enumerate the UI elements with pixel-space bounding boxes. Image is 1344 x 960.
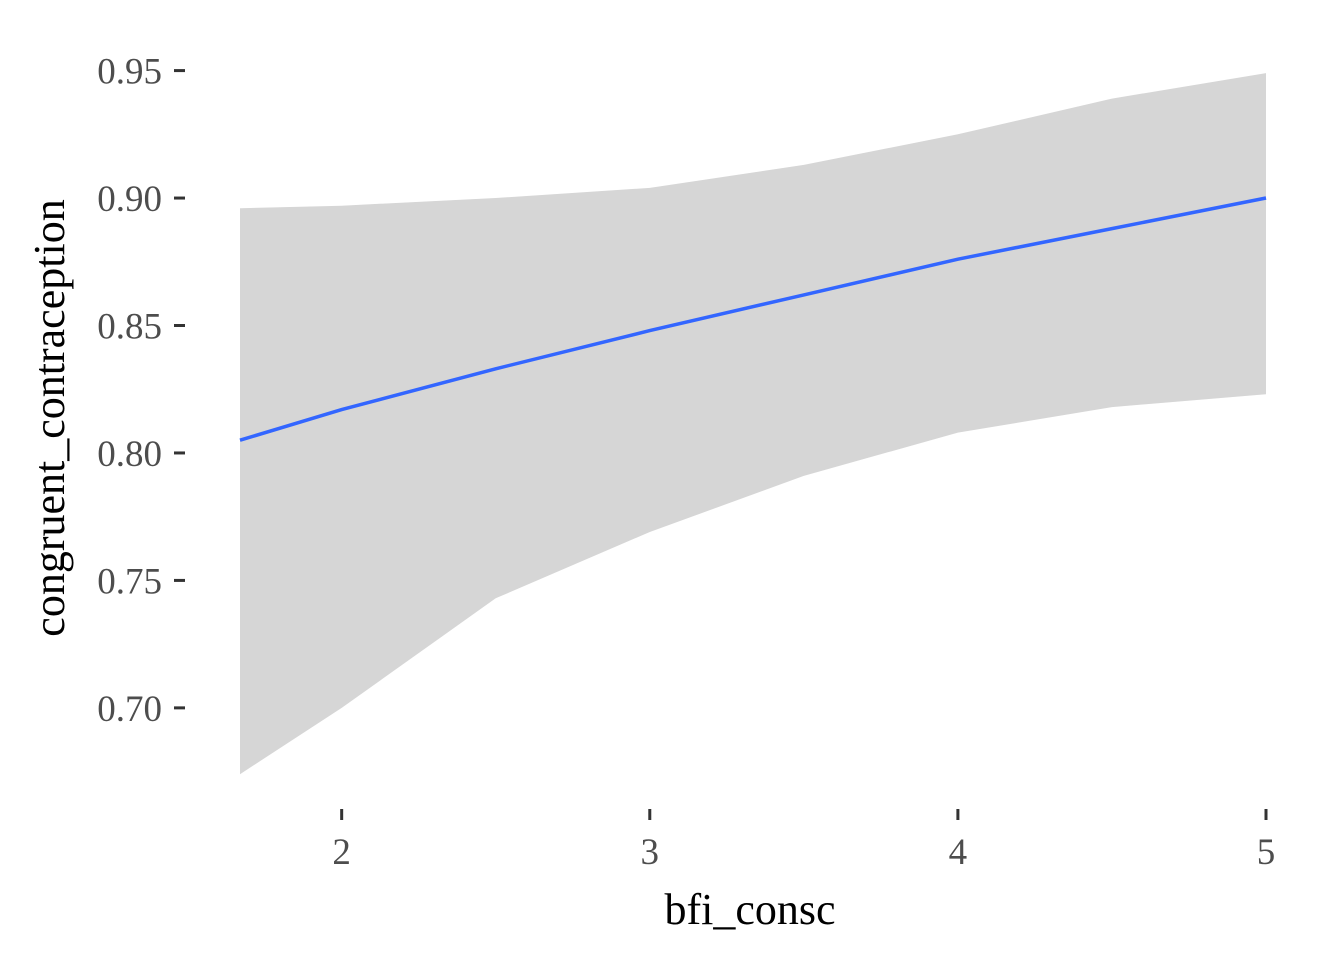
y-tick-label: 0.70: [97, 689, 162, 730]
x-tick-label: 4: [949, 832, 968, 873]
trend-line-layer: [239, 196, 1267, 442]
x-tick-label: 5: [1257, 832, 1276, 873]
trend-line: [239, 196, 1267, 442]
confidence-band-layer: [240, 73, 1266, 775]
y-axis: 0.70 0.75 0.80 0.85 0.90 0.95: [97, 52, 185, 730]
x-tick-label: 2: [332, 832, 351, 873]
y-tick-label: 0.90: [97, 179, 162, 220]
y-tick-label: 0.80: [97, 434, 162, 475]
y-axis-title: congruent_contraception: [25, 199, 74, 636]
x-axis: 2 3 4 5: [332, 809, 1275, 873]
confidence-band: [240, 73, 1266, 775]
y-tick-label: 0.85: [97, 307, 162, 348]
y-tick-label: 0.95: [97, 52, 162, 93]
y-tick-label: 0.75: [97, 561, 162, 602]
x-tick-label: 3: [641, 832, 660, 873]
x-axis-title: bfi_consc: [664, 885, 835, 934]
